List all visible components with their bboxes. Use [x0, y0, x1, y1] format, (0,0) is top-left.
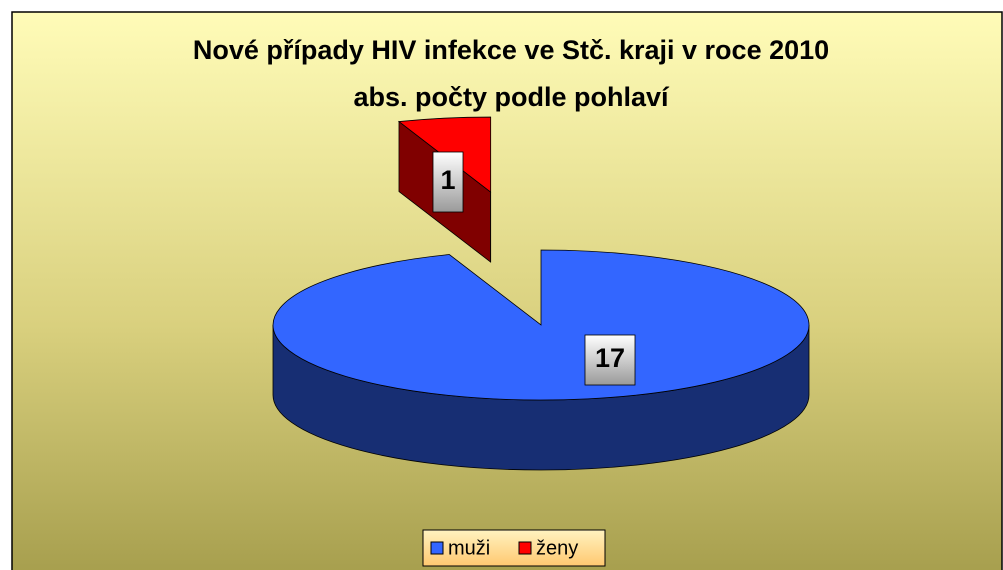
data-label-box [584, 334, 636, 386]
legend-label: muži [448, 537, 490, 559]
data-label-box [432, 151, 464, 213]
data-label: 17 [595, 343, 625, 373]
data-label: 1 [440, 165, 455, 195]
chart-subtitle: abs. počty podle pohlaví [353, 82, 670, 112]
legend: muži ženy [422, 529, 606, 567]
legend-swatch [430, 541, 444, 555]
legend-box [422, 529, 606, 567]
slice-top [272, 249, 810, 401]
legend-swatch [518, 541, 532, 555]
chart-title: Nové případy HIV infekce ve Stč. kraji v… [193, 35, 829, 65]
legend-label: ženy [536, 537, 578, 559]
pie: 17 1 [272, 116, 810, 471]
chart-area [11, 11, 1003, 570]
